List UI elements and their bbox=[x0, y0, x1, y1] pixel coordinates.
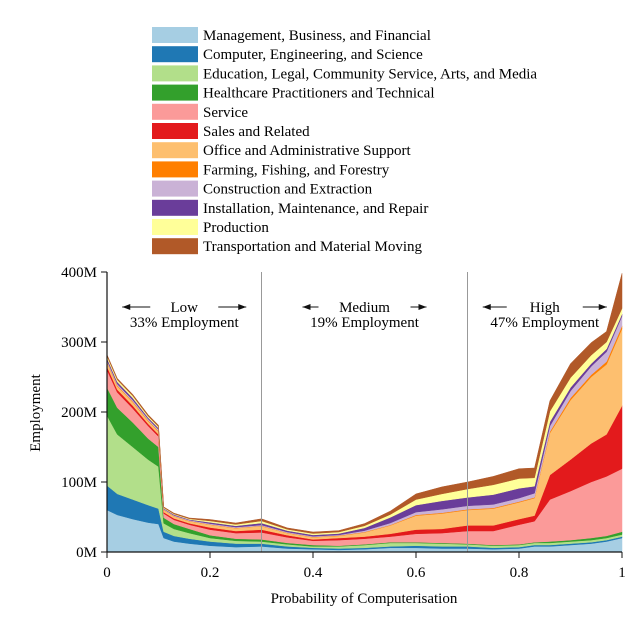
region-subtitle: 33% Employment bbox=[130, 315, 240, 331]
legend-label: Sales and Related bbox=[203, 124, 310, 140]
legend-swatch bbox=[152, 142, 198, 159]
x-axis-title: Probability of Computerisation bbox=[271, 591, 458, 607]
legend-swatch bbox=[152, 46, 198, 63]
legend-label: Transportation and Material Moving bbox=[203, 239, 423, 255]
y-tick-label: 300M bbox=[61, 335, 97, 351]
y-tick-label: 0M bbox=[76, 545, 97, 561]
legend-label: Healthcare Practitioners and Technical bbox=[203, 86, 434, 102]
region-subtitle: 47% Employment bbox=[490, 315, 600, 331]
arrow-left-head bbox=[302, 304, 311, 310]
legend-label: Production bbox=[203, 220, 269, 236]
legend-label: Installation, Maintenance, and Repair bbox=[203, 201, 428, 217]
legend-swatch bbox=[152, 180, 198, 197]
legend-swatch bbox=[152, 123, 198, 139]
x-tick-label: 1 bbox=[618, 565, 626, 581]
legend-swatch bbox=[152, 199, 198, 216]
x-tick-label: 0.8 bbox=[510, 565, 529, 581]
x-tick-label: 0.4 bbox=[304, 565, 323, 581]
legend-swatch bbox=[152, 65, 198, 82]
x-tick-label: 0.6 bbox=[407, 565, 426, 581]
legend-label: Management, Business, and Financial bbox=[203, 28, 431, 44]
y-axis-title: Employment bbox=[28, 373, 44, 451]
legend-swatch bbox=[152, 161, 198, 178]
x-tick-label: 0 bbox=[103, 565, 111, 581]
arrow-right-head bbox=[598, 304, 607, 310]
legend-label: Service bbox=[203, 105, 248, 121]
region-arrow-label: Medium bbox=[339, 300, 390, 316]
axes: 0 0.2 0.4 0.6 0.8 1 0M 100M 200M 300M 400M bbox=[61, 265, 626, 581]
legend-swatch bbox=[152, 103, 198, 120]
legend-label: Construction and Extraction bbox=[203, 182, 373, 198]
arrow-right-head bbox=[238, 304, 247, 310]
arrow-left-head bbox=[122, 304, 131, 310]
y-tick-label: 400M bbox=[61, 265, 97, 281]
area-series bbox=[106, 273, 623, 534]
region-subtitle: 19% Employment bbox=[310, 315, 420, 331]
region-arrow-label: Low bbox=[171, 300, 199, 316]
legend-label: Education, Legal, Community Service, Art… bbox=[203, 66, 537, 82]
threshold-lines bbox=[261, 272, 468, 552]
legend-swatch bbox=[152, 84, 198, 101]
legend-label: Office and Administrative Support bbox=[203, 143, 411, 159]
legend-label: Computer, Engineering, and Science bbox=[203, 47, 423, 63]
x-tick-label: 0.2 bbox=[201, 565, 220, 581]
legend-swatch bbox=[152, 219, 198, 235]
chart-legend: Management, Business, and Financial Compu… bbox=[152, 27, 537, 255]
stacked-areas bbox=[106, 273, 623, 553]
region-arrow-label: High bbox=[530, 300, 561, 316]
legend-swatch bbox=[152, 27, 198, 43]
legend-swatch bbox=[152, 238, 198, 255]
y-tick-label: 100M bbox=[61, 475, 97, 491]
arrow-left-head bbox=[482, 304, 491, 310]
legend-label: Farming, Fishing, and Forestry bbox=[203, 162, 390, 178]
arrow-right-head bbox=[418, 304, 427, 310]
y-tick-label: 200M bbox=[61, 405, 97, 421]
